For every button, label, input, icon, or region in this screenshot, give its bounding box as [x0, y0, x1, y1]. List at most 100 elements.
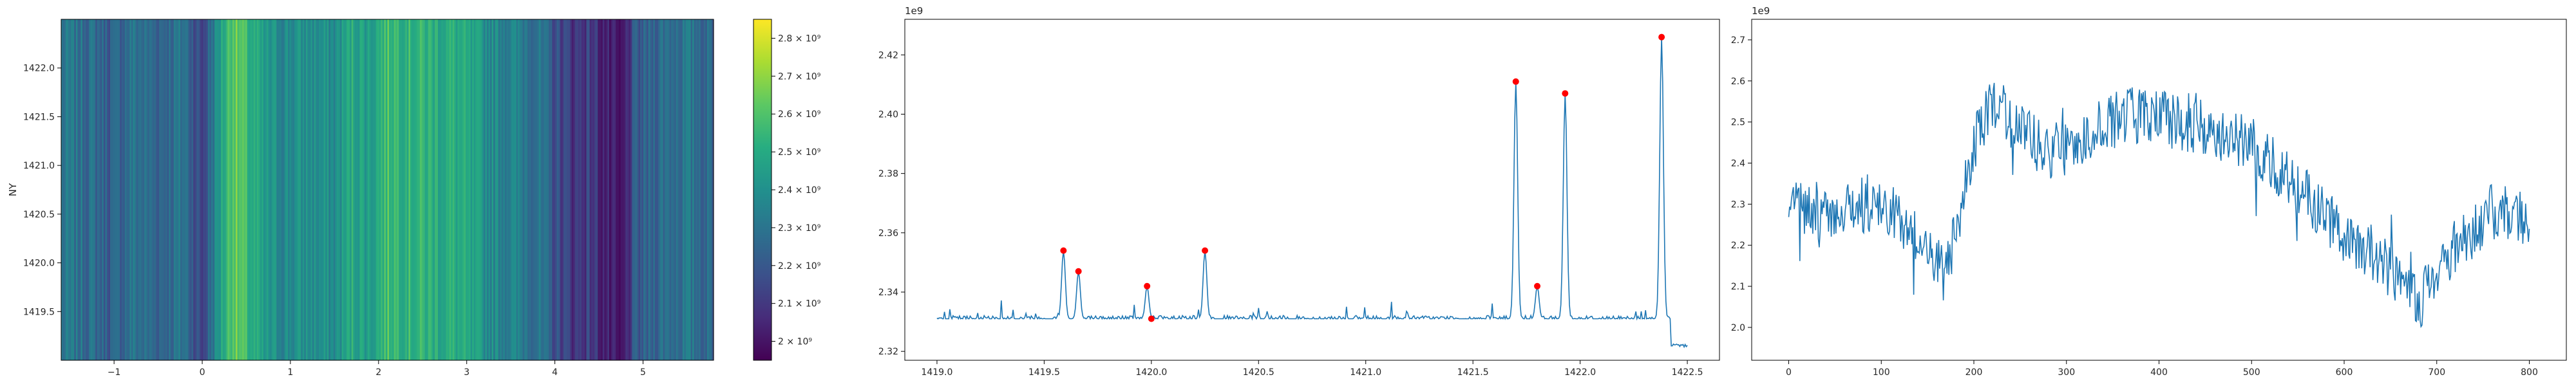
heatmap-column [263, 19, 266, 360]
heatmap-y-tick-label: 1420.0 [23, 259, 55, 269]
heatmap-column [221, 19, 223, 360]
heatmap-column [710, 19, 713, 360]
heatmap-column [229, 19, 231, 360]
peak-marker [1202, 247, 1209, 254]
heatmap-column [160, 19, 163, 360]
colorbar-tick-label: 2.4 × 10⁹ [778, 185, 821, 196]
heatmap-column [584, 19, 587, 360]
heatmap-column [436, 19, 439, 360]
heatmap-column [209, 19, 212, 360]
heatmap-column [312, 19, 315, 360]
heatmap-column [100, 19, 102, 360]
heatmap-column [304, 19, 307, 360]
heatmap-column [703, 19, 706, 360]
heatmap-column [316, 19, 318, 360]
heatmap-column [227, 19, 230, 360]
heatmap-column [464, 19, 466, 360]
heatmap-column [131, 19, 134, 360]
heatmap-column [428, 19, 430, 360]
heatmap-column [395, 19, 398, 360]
heatmap-y-tick-label: 1421.5 [23, 112, 55, 122]
heatmap-column [596, 19, 598, 360]
heatmap-column [382, 19, 385, 360]
peak-marker [1512, 78, 1519, 85]
heatmap-column [234, 19, 236, 360]
heatmap-column [102, 19, 104, 360]
heatmap-column [155, 19, 158, 360]
heatmap-column [69, 19, 71, 360]
heatmap-column [473, 19, 476, 360]
heatmap-column [105, 19, 108, 360]
heatmap-column [574, 19, 577, 360]
heatmap-column [79, 19, 81, 360]
peaks-y-tick-label: 2.38 [878, 169, 898, 179]
heatmap-column [354, 19, 357, 360]
heatmap-column [500, 19, 502, 360]
heatmap-column [281, 19, 284, 360]
series-x-tick-label: 100 [1873, 367, 1890, 378]
heatmap-column [598, 19, 600, 360]
colorbar: 2 × 10⁹ 2.1 × 10⁹ 2.2 × 10⁹ 2.3 × 10⁹ 2.4 × … [753, 19, 821, 361]
heatmap-column [539, 19, 542, 360]
heatmap-column [261, 19, 264, 360]
peak-marker [1658, 33, 1665, 41]
heatmap-column [540, 19, 543, 360]
heatmap-column [170, 19, 173, 360]
heatmap-column [87, 19, 90, 360]
heatmap-column [109, 19, 113, 360]
heatmap-column [640, 19, 643, 360]
heatmap-column [193, 19, 196, 360]
heatmap-column [498, 19, 500, 360]
heatmap-column [307, 19, 310, 360]
heatmap-column [547, 19, 549, 360]
series-x-tick-label: 400 [2150, 367, 2168, 378]
heatmap-column [61, 19, 64, 360]
heatmap-column [677, 19, 680, 360]
heatmap-column [685, 19, 688, 360]
heatmap-column [653, 19, 656, 360]
peaks-line-panel: 1e9 1419.0 1419.5 1420.0 1420.5 1421.0 1421.5… [878, 5, 1720, 378]
heatmap-column [452, 19, 455, 360]
peaks-y-ticks: 2.32 2.34 2.36 2.38 2.40 2.42 [878, 50, 905, 357]
heatmap-column [706, 19, 709, 360]
heatmap-column [108, 19, 111, 360]
heatmap-column [374, 19, 377, 360]
heatmap-column [84, 19, 86, 360]
heatmap-column [93, 19, 96, 360]
heatmap-column [592, 19, 595, 360]
heatmap-column [64, 19, 67, 360]
heatmap-column [457, 19, 460, 360]
heatmap-column [278, 19, 280, 360]
heatmap-y-tick-label: 1419.5 [23, 307, 55, 317]
heatmap-column [507, 19, 511, 360]
heatmap-column [643, 19, 646, 360]
heatmap-column [403, 19, 406, 360]
heatmap-column [697, 19, 699, 360]
colorbar-tick-label: 2.3 × 10⁹ [778, 223, 821, 234]
heatmap-column [632, 19, 634, 360]
peaks-plot-area [936, 33, 1688, 349]
heatmap-column [400, 19, 402, 360]
heatmap-column [558, 19, 561, 360]
heatmap-column [607, 19, 610, 360]
heatmap-column [167, 19, 169, 360]
heatmap-column [338, 19, 341, 360]
heatmap-column [602, 19, 605, 360]
heatmap-column [552, 19, 554, 360]
heatmap-column [103, 19, 106, 360]
heatmap-column [421, 19, 424, 360]
heatmap-column [656, 19, 659, 360]
heatmap-column [117, 19, 119, 360]
heatmap-column [462, 19, 465, 360]
heatmap-column [433, 19, 435, 360]
heatmap-column [623, 19, 626, 360]
heatmap-column [196, 19, 199, 360]
heatmap-column [524, 19, 527, 360]
series-x-tick-label: 200 [1965, 367, 1983, 378]
heatmap-column [134, 19, 137, 360]
heatmap-column [106, 19, 109, 360]
heatmap-column [702, 19, 705, 360]
heatmap-column [578, 19, 580, 360]
heatmap-column [172, 19, 175, 360]
heatmap-column [194, 19, 197, 360]
